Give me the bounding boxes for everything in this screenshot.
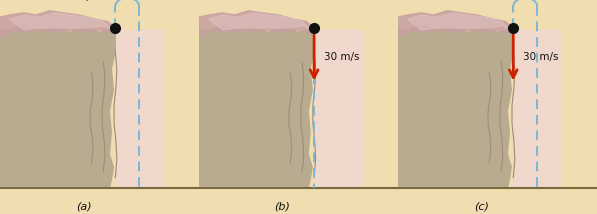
Text: (b): (b) — [275, 202, 290, 212]
Polygon shape — [408, 13, 509, 30]
Polygon shape — [398, 11, 513, 39]
Text: 30 m/s: 30 m/s — [523, 52, 559, 62]
Text: 30 m/s: 30 m/s — [324, 52, 359, 62]
Polygon shape — [10, 13, 111, 30]
Polygon shape — [209, 13, 310, 30]
Polygon shape — [513, 30, 561, 188]
Polygon shape — [199, 26, 348, 188]
Text: (c): (c) — [474, 202, 489, 212]
Text: 30 m/s: 30 m/s — [60, 0, 95, 2]
Polygon shape — [314, 30, 362, 188]
Polygon shape — [398, 26, 547, 188]
Polygon shape — [199, 11, 314, 39]
Polygon shape — [0, 11, 115, 39]
Polygon shape — [0, 26, 149, 188]
Text: (a): (a) — [76, 202, 91, 212]
Polygon shape — [115, 30, 163, 188]
